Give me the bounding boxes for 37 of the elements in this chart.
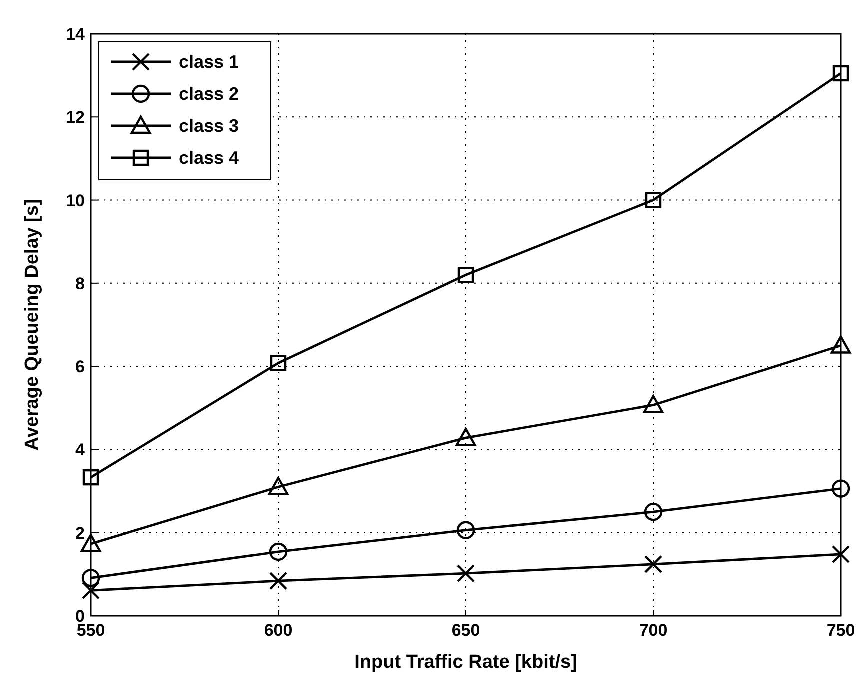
point [643,395,664,414]
y-tick-label: 4 [76,440,86,460]
point [456,428,476,446]
point [82,469,100,486]
point [270,355,287,372]
x-tick-label: 750 [826,621,856,640]
x-tick-label: 550 [76,621,106,640]
point [644,555,663,574]
point [458,267,474,284]
y-axis-title: Average Queueing Delay [s] [22,199,43,451]
y-tick-label: 10 [66,191,85,210]
y-tick-label: 8 [76,274,85,294]
point [456,521,476,540]
x-axis-title: Input Traffic Rate [kbit/s] [354,652,578,673]
point [268,477,289,496]
y-tick-label: 14 [66,25,86,44]
point [645,192,662,208]
point [644,502,663,522]
legend-label: class 1 [179,52,240,72]
y-tick-label: 2 [76,524,85,543]
point [269,542,288,562]
point [269,572,288,590]
point [456,564,476,583]
y-tick-label: 6 [76,358,85,377]
x-tick-label: 600 [264,621,293,640]
point [832,65,850,82]
point [82,569,100,588]
legend-label: class 3 [179,116,240,136]
legend-label: class 2 [179,84,240,104]
y-tick-label: 12 [66,108,85,128]
x-tick-label: 700 [639,621,668,640]
point [82,582,100,600]
x-tick-label: 650 [452,621,480,640]
point [832,480,850,498]
point [830,336,852,354]
legend-label: class 4 [179,148,240,168]
point [832,545,850,564]
